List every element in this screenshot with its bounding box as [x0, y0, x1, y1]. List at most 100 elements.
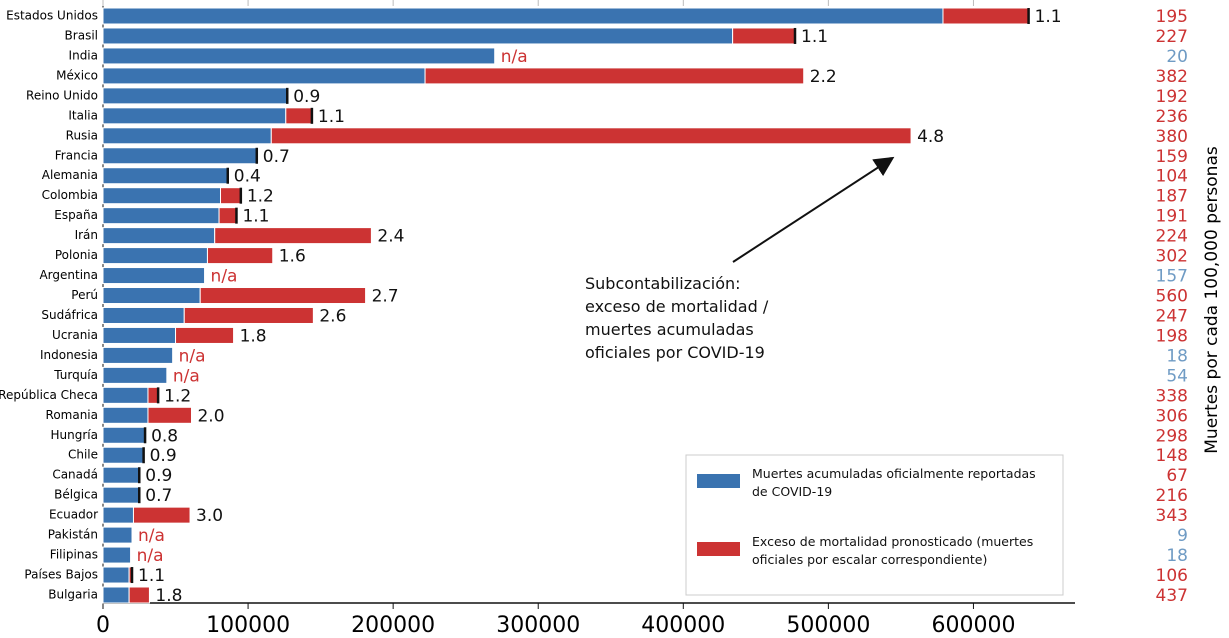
ratio-label: n/a [211, 267, 238, 287]
bar-official [102, 486, 140, 504]
deaths-per-100k: 338 [1156, 386, 1188, 406]
ratio-label: n/a [137, 546, 164, 566]
bar-official [102, 586, 130, 604]
y-tick-label: Países Bajos [24, 568, 98, 582]
y-tick-label: Filipinas [50, 548, 98, 562]
ratio-label: 1.2 [164, 386, 191, 406]
deaths-per-100k: 159 [1156, 147, 1188, 167]
deaths-per-100k: 227 [1156, 27, 1188, 47]
y-tick-label: Canadá [52, 468, 98, 482]
y-tick-label: México [56, 68, 98, 82]
bar-official [102, 167, 229, 185]
bar-excess [270, 127, 912, 145]
bar-official [102, 227, 216, 245]
bar-official [102, 287, 201, 305]
ratio-label: 2.2 [810, 67, 837, 87]
deaths-per-100k: 67 [1166, 466, 1188, 486]
ratio-label: 1.6 [279, 247, 306, 267]
deaths-per-100k: 18 [1166, 546, 1188, 566]
deaths-per-100k: 187 [1156, 187, 1188, 207]
ratio-label: 0.7 [263, 147, 290, 167]
deaths-per-100k: 298 [1156, 426, 1188, 446]
ratio-label: n/a [173, 366, 200, 386]
y-tick-label: Bulgaria [48, 588, 98, 602]
x-tick-label: 300000 [496, 613, 580, 638]
bar-official [102, 526, 133, 544]
bar-excess [942, 7, 1030, 25]
legend-box [685, 454, 1064, 596]
ratio-label: 2.7 [372, 287, 399, 307]
deaths-per-100k: 191 [1156, 207, 1188, 227]
ratio-label: 0.4 [234, 167, 261, 187]
bar-official [102, 446, 145, 464]
y-tick-label: Bélgica [54, 488, 98, 502]
x-tick-label: 100000 [206, 613, 290, 638]
deaths-per-100k: 216 [1156, 486, 1188, 506]
y-tick-label: Colombia [42, 188, 98, 202]
ratio-label: 2.4 [377, 227, 404, 247]
bar-excess [206, 247, 274, 265]
legend-swatch [697, 542, 740, 556]
y-tick-label: Sudáfrica [41, 308, 98, 322]
bar-excess [147, 386, 159, 404]
y-tick-label: Reino Unido [26, 88, 98, 102]
deaths-per-100k: 247 [1156, 306, 1188, 326]
ratio-label: 1.1 [138, 566, 165, 586]
ratio-label: 0.7 [145, 486, 172, 506]
bar-excess [218, 207, 237, 225]
legend-label: Exceso de mortalidad pronosticado (muert… [752, 534, 1034, 567]
deaths-per-100k: 157 [1156, 267, 1188, 287]
deaths-per-100k: 195 [1156, 7, 1188, 27]
bar-official [102, 326, 177, 344]
deaths-per-100k: 9 [1177, 526, 1188, 546]
bar-official [102, 267, 206, 285]
deaths-per-100k: 382 [1156, 67, 1188, 87]
bar-excess [132, 506, 191, 524]
bar-official [102, 107, 287, 125]
bar-official [102, 47, 496, 65]
y-tick-label: India [69, 48, 98, 62]
bar-excess [424, 67, 805, 85]
x-tick-label: 200000 [351, 613, 435, 638]
x-tick-label: 600000 [931, 613, 1015, 638]
y-tick-label: Indonesia [40, 348, 98, 362]
ratio-label: 1.2 [247, 187, 274, 207]
bar-official [102, 306, 185, 324]
bar-official [102, 67, 426, 85]
deaths-per-100k: 343 [1156, 506, 1188, 526]
bar-official [102, 127, 272, 145]
bar-official [102, 247, 208, 265]
deaths-per-100k: 192 [1156, 87, 1188, 107]
y-tick-label: Ecuador [49, 508, 98, 522]
bar-excess [199, 287, 367, 305]
ratio-label: 1.8 [240, 326, 267, 346]
legend-swatch [697, 474, 740, 488]
ratio-label: n/a [501, 47, 528, 67]
bar-official [102, 207, 220, 225]
x-tick-label: 500000 [786, 613, 870, 638]
deaths-per-100k: 198 [1156, 326, 1188, 346]
bar-official [102, 406, 149, 424]
deaths-per-100k: 224 [1156, 227, 1188, 247]
y-tick-label: Irán [75, 228, 98, 242]
deaths-per-100k: 306 [1156, 406, 1188, 426]
y-tick-label: Rusia [66, 128, 98, 142]
ratio-label: n/a [138, 526, 165, 546]
bar-official [102, 386, 149, 404]
ratio-label: 0.9 [293, 87, 320, 107]
y-tick-label: Brasil [65, 28, 98, 42]
x-tick-label: 0 [96, 613, 110, 638]
y-tick-label: Pakistán [48, 528, 98, 542]
ratio-label: 3.0 [196, 506, 223, 526]
deaths-per-100k: 148 [1156, 446, 1188, 466]
y-tick-label: Polonia [55, 248, 98, 262]
deaths-per-100k: 380 [1156, 127, 1188, 147]
bar-official [102, 546, 132, 564]
y-tick-label: Perú [71, 288, 98, 302]
bar-excess [147, 406, 192, 424]
deaths-per-100k: 437 [1156, 586, 1188, 606]
y-tick-label: Alemania [42, 168, 98, 182]
bar-official [102, 187, 222, 205]
